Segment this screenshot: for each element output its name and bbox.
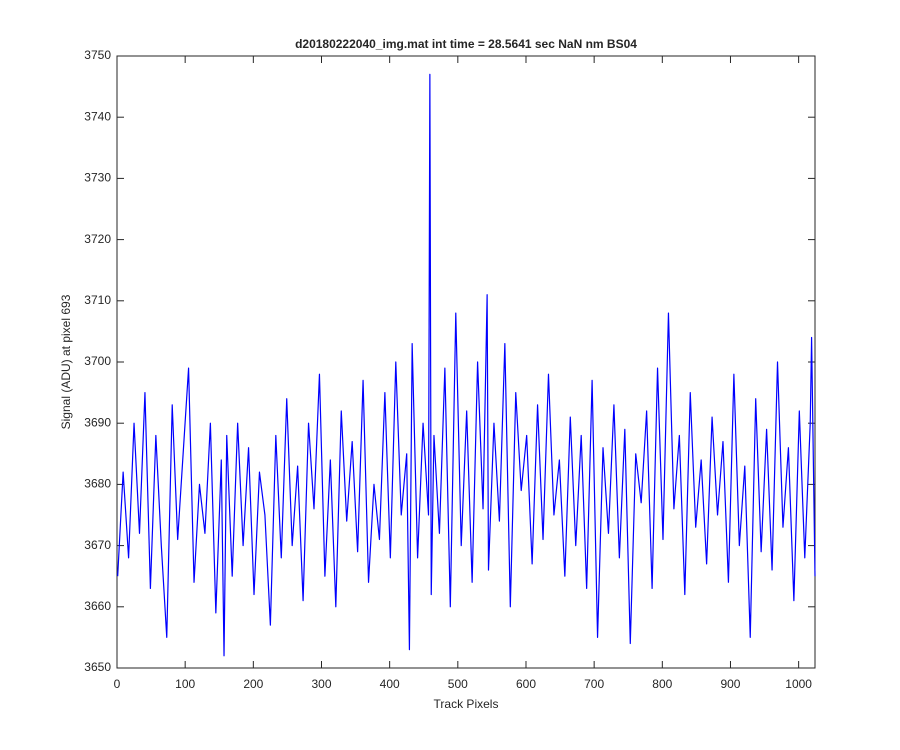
x-tick-label: 800 [652, 677, 672, 691]
y-axis-label: Signal (ADU) at pixel 693 [59, 294, 73, 429]
y-tick-label: 3690 [84, 415, 111, 429]
y-tick-label: 3680 [84, 477, 111, 491]
plot-frame [116, 55, 816, 669]
chart-title: d20180222040_img.mat int time = 28.5641 … [295, 37, 637, 51]
x-tick-label: 600 [516, 677, 536, 691]
y-tick-label: 3670 [84, 538, 111, 552]
y-tick-label: 3650 [84, 660, 111, 674]
data-line [117, 73, 816, 657]
x-tick-label: 700 [584, 677, 604, 691]
x-tick-label: 500 [448, 677, 468, 691]
y-tick-label: 3660 [84, 599, 111, 613]
y-tick-label: 3700 [84, 354, 111, 368]
x-tick-label: 200 [243, 677, 263, 691]
x-axis-label: Track Pixels [434, 697, 499, 711]
x-tick-label: 300 [311, 677, 331, 691]
y-tick-label: 3730 [84, 171, 111, 185]
x-tick-label: 0 [114, 677, 121, 691]
x-tick-label: 900 [720, 677, 740, 691]
x-tick-label: 400 [380, 677, 400, 691]
y-tick-label: 3720 [84, 232, 111, 246]
y-tick-label: 3750 [84, 48, 111, 62]
x-tick-label: 1000 [785, 677, 812, 691]
y-tick-label: 3710 [84, 293, 111, 307]
x-tick-label: 100 [175, 677, 195, 691]
y-tick-label: 3740 [84, 109, 111, 123]
